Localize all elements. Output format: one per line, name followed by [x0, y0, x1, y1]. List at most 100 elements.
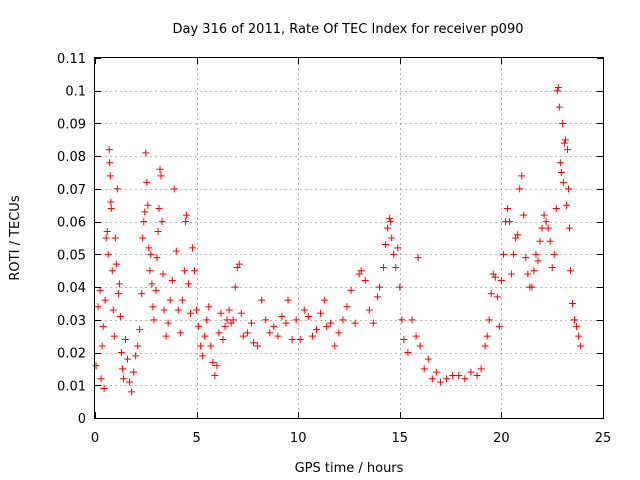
x-tick-label: 5	[192, 431, 200, 446]
data-point	[157, 172, 165, 180]
data-point	[108, 267, 116, 275]
data-point	[94, 303, 102, 311]
data-point	[160, 306, 168, 314]
data-point	[197, 342, 205, 350]
data-point	[508, 270, 516, 278]
data-point	[481, 342, 489, 350]
data-point	[532, 250, 540, 258]
data-point	[436, 378, 444, 386]
grid	[95, 58, 603, 418]
data-point	[577, 342, 585, 350]
data-point	[412, 332, 420, 340]
data-point	[524, 270, 532, 278]
data-point	[274, 332, 282, 340]
data-point	[121, 335, 129, 343]
data-point	[561, 136, 569, 144]
data-point	[207, 342, 215, 350]
data-point	[104, 250, 112, 258]
data-point	[99, 322, 107, 330]
data-point	[115, 280, 123, 288]
y-tick-label: 0.07	[57, 183, 86, 198]
data-point	[187, 309, 195, 317]
data-point	[235, 260, 243, 268]
data-point	[503, 205, 511, 213]
data-point	[530, 267, 538, 275]
data-point	[223, 316, 231, 324]
data-point	[126, 378, 134, 386]
data-point	[199, 352, 207, 360]
data-point	[455, 371, 463, 379]
data-point	[499, 250, 507, 258]
data-point	[97, 375, 105, 383]
data-point	[559, 178, 567, 186]
data-point	[506, 218, 514, 226]
data-point	[145, 244, 153, 252]
data-point	[449, 371, 457, 379]
plot-frame	[94, 57, 604, 419]
data-point	[113, 185, 121, 193]
data-point	[112, 260, 120, 268]
data-point	[106, 172, 114, 180]
data-point	[219, 335, 227, 343]
data-point	[144, 201, 152, 209]
y-tick-label: 0.09	[57, 117, 86, 132]
data-point	[495, 322, 503, 330]
data-point	[467, 368, 475, 376]
data-point	[132, 352, 140, 360]
data-point	[538, 224, 546, 232]
data-point	[522, 254, 530, 262]
data-point	[155, 205, 163, 213]
data-point	[485, 316, 493, 324]
data-point	[386, 214, 394, 222]
data-point	[304, 313, 312, 321]
data-point	[308, 332, 316, 340]
data-point	[211, 371, 219, 379]
data-point	[247, 319, 255, 327]
x-tick-label: 25	[595, 431, 612, 446]
y-tick-label: 0.01	[57, 379, 86, 394]
data-point	[170, 185, 178, 193]
data-point	[130, 368, 138, 376]
x-tick-label: 15	[392, 431, 409, 446]
data-point	[203, 316, 211, 324]
data-point	[357, 267, 365, 275]
data-point	[249, 339, 257, 347]
data-point	[375, 283, 383, 291]
data-point	[404, 349, 412, 357]
data-point	[493, 293, 501, 301]
data-point	[556, 159, 564, 167]
x-axis-label: GPS time / hours	[295, 461, 404, 476]
data-point	[573, 322, 581, 330]
data-point	[327, 319, 335, 327]
data-point	[420, 365, 428, 373]
data-point	[388, 234, 396, 242]
data-point	[168, 277, 176, 285]
data-point	[321, 296, 329, 304]
data-point	[92, 362, 100, 370]
data-point	[424, 355, 432, 363]
data-point	[172, 247, 180, 255]
data-point	[116, 313, 124, 321]
data-point	[149, 303, 157, 311]
data-point	[380, 263, 388, 271]
data-point	[473, 371, 481, 379]
data-point	[296, 335, 304, 343]
data-point	[571, 316, 579, 324]
data-point	[217, 309, 225, 317]
y-tick-label: 0.08	[57, 150, 86, 165]
data-point	[195, 322, 203, 330]
data-point	[174, 306, 182, 314]
data-point	[394, 244, 402, 252]
data-point	[288, 335, 296, 343]
data-point	[136, 326, 144, 334]
data-point	[164, 319, 172, 327]
data-point	[237, 309, 245, 317]
data-point	[497, 277, 505, 285]
data-point	[158, 218, 166, 226]
data-point	[138, 290, 146, 298]
data-point	[193, 306, 201, 314]
data-point	[128, 388, 136, 396]
y-axis-label: ROTI / TECUs	[8, 195, 23, 280]
data-point	[443, 375, 451, 383]
